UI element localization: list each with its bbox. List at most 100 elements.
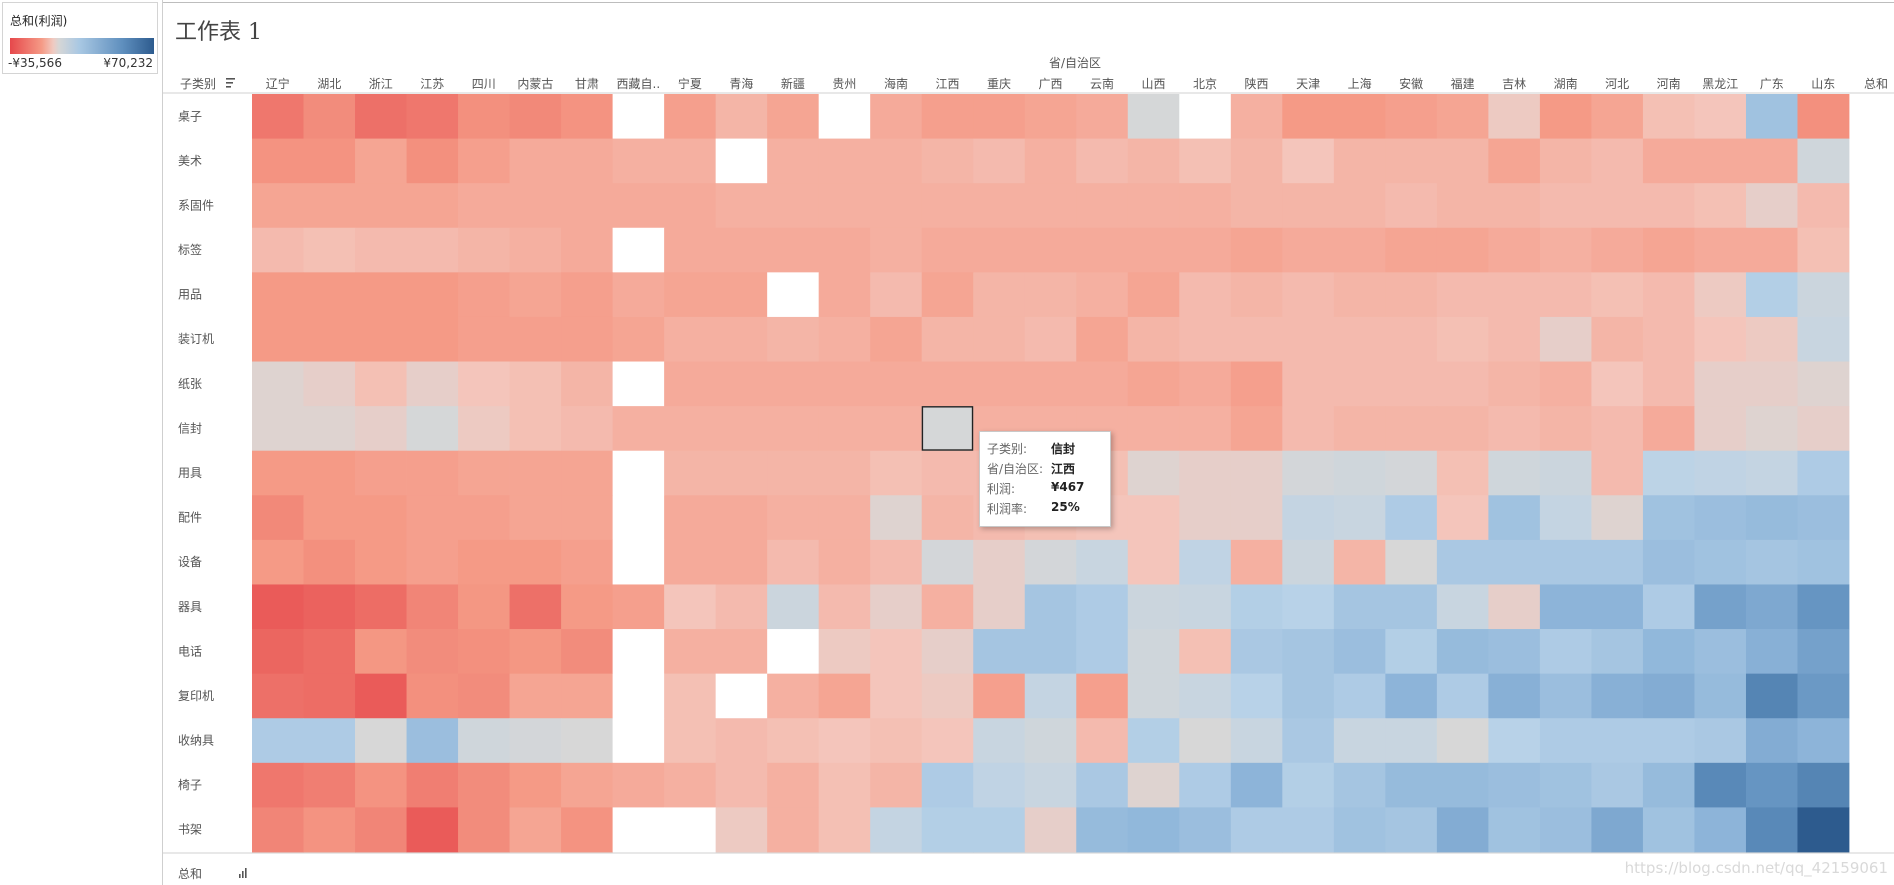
heatmap-cell[interactable] [1694,450,1747,496]
heatmap-cell[interactable] [561,272,614,318]
heatmap-cell[interactable] [818,227,871,273]
heatmap-cell[interactable] [252,495,304,541]
heatmap-cell[interactable] [1076,718,1129,764]
heatmap-cell[interactable] [355,406,407,452]
heatmap-cell[interactable] [1745,272,1798,318]
heatmap-cell[interactable] [1539,629,1592,675]
heatmap-cell[interactable] [1230,495,1283,541]
heatmap-cell[interactable] [1436,138,1489,184]
heatmap-cell[interactable] [1282,673,1335,719]
column-label[interactable]: 河南 [1657,76,1681,91]
heatmap-cell[interactable] [1797,762,1850,808]
heatmap-cell[interactable] [1333,450,1386,496]
heatmap-cell[interactable] [664,138,717,184]
heatmap-cell[interactable] [1591,94,1644,139]
column-label[interactable]: 广西 [1038,77,1062,91]
heatmap-cell[interactable] [1539,762,1592,808]
heatmap-cell[interactable] [973,227,1026,273]
heatmap-cell[interactable] [252,807,304,853]
heatmap-cell[interactable] [1436,495,1489,541]
heatmap-cell[interactable] [973,718,1026,764]
heatmap-cell[interactable] [973,138,1026,184]
heatmap-cell[interactable] [1745,762,1798,808]
heatmap-cell[interactable] [1488,718,1541,764]
heatmap-cell[interactable] [715,718,768,764]
heatmap-cell[interactable] [406,272,459,318]
heatmap-cell[interactable] [1024,629,1077,675]
heatmap-cell[interactable] [1127,584,1180,630]
heatmap-cell[interactable] [818,673,871,719]
heatmap-cell[interactable] [767,272,820,318]
heatmap-cell[interactable] [1797,316,1850,362]
heatmap-cell[interactable] [973,673,1026,719]
heatmap-cell[interactable] [561,495,614,541]
heatmap-cell[interactable] [1024,361,1077,407]
heatmap-cell[interactable] [1024,138,1077,184]
heatmap-cell[interactable] [1230,807,1283,853]
heatmap-cell[interactable] [1385,629,1438,675]
heatmap-cell[interactable] [1179,495,1232,541]
heatmap-cell[interactable] [1230,539,1283,585]
heatmap-cell[interactable] [1179,183,1232,229]
heatmap-cell[interactable] [870,807,923,853]
heatmap-cell[interactable] [1745,316,1798,362]
heatmap-cell[interactable] [921,227,974,273]
heatmap-cell[interactable] [303,406,356,452]
heatmap-cell[interactable] [1797,629,1850,675]
heatmap-cell[interactable] [973,183,1026,229]
heatmap-cell[interactable] [458,584,510,630]
heatmap-cell[interactable] [1642,584,1695,630]
heatmap-cell[interactable] [1591,673,1644,719]
heatmap-cell[interactable] [921,406,974,452]
heatmap-cell[interactable] [612,495,665,541]
row-label[interactable]: 用具 [178,466,202,480]
heatmap-cell[interactable] [664,807,717,853]
row-label[interactable]: 装订机 [178,332,214,346]
heatmap-cell[interactable] [612,539,665,585]
heatmap-cell[interactable] [1385,316,1438,362]
heatmap-cell[interactable] [818,361,871,407]
column-label[interactable]: 西藏自.. [617,77,661,91]
heatmap-cell[interactable] [1591,718,1644,764]
heatmap-cell[interactable] [509,183,562,229]
heatmap-cell[interactable] [509,718,562,764]
heatmap-cell[interactable] [612,361,665,407]
heatmap-cell[interactable] [1333,584,1386,630]
heatmap-cell[interactable] [921,539,974,585]
heatmap-cell[interactable] [715,138,768,184]
heatmap-cell[interactable] [921,673,974,719]
heatmap-cell[interactable] [715,495,768,541]
heatmap-cell[interactable] [303,94,356,139]
heatmap-cell[interactable] [1488,272,1541,318]
heatmap-cell[interactable] [509,673,562,719]
column-label[interactable]: 四川 [472,77,496,91]
heatmap-cell[interactable] [767,718,820,764]
heatmap-cell[interactable] [612,316,665,362]
heatmap-cell[interactable] [1797,584,1850,630]
heatmap-cell[interactable] [1127,539,1180,585]
heatmap-cell[interactable] [1282,584,1335,630]
heatmap-cell[interactable] [355,673,407,719]
heatmap-cell[interactable] [767,539,820,585]
column-label[interactable]: 广东 [1760,77,1784,91]
heatmap-cell[interactable] [561,807,614,853]
heatmap-cell[interactable] [1333,361,1386,407]
heatmap-cell[interactable] [1694,316,1747,362]
heatmap-cell[interactable] [715,406,768,452]
heatmap-cell[interactable] [561,450,614,496]
column-label[interactable]: 辽宁 [266,76,290,91]
heatmap-cell[interactable] [767,227,820,273]
heatmap-cell[interactable] [1076,629,1129,675]
heatmap-cell[interactable] [1385,539,1438,585]
column-label[interactable]: 福建 [1451,76,1475,91]
heatmap-cell[interactable] [1488,495,1541,541]
heatmap-cell[interactable] [1436,718,1489,764]
heatmap-cell[interactable] [355,183,407,229]
heatmap-cell[interactable] [1436,762,1489,808]
heatmap-cell[interactable] [1539,227,1592,273]
row-label[interactable]: 标签 [178,242,202,257]
heatmap-cell[interactable] [1797,718,1850,764]
heatmap-cell[interactable] [303,361,356,407]
heatmap-cell[interactable] [870,316,923,362]
heatmap-cell[interactable] [1539,94,1592,139]
